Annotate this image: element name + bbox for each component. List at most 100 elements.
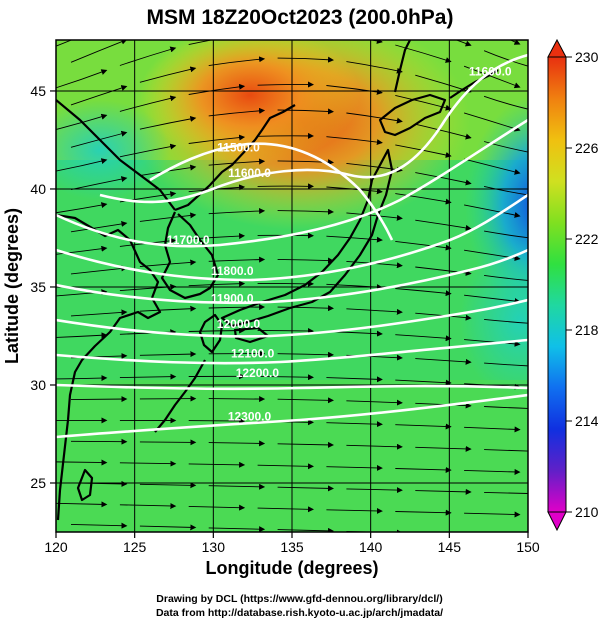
contour-label: 12300.0 (228, 409, 272, 423)
geopotential-contour (56, 338, 528, 365)
streamline (395, 44, 452, 63)
colorbar-bottom-arrow (547, 511, 567, 532)
streamline (326, 283, 383, 291)
streamline (208, 256, 266, 263)
x-tick-label: 125 (123, 539, 147, 555)
map-title: MSM 18Z20Oct2023 (200.0hPa) (147, 6, 454, 29)
cool-air-west (56, 100, 170, 200)
streamline (277, 159, 334, 166)
streamline (277, 257, 334, 264)
streamline (483, 95, 528, 110)
streamline (415, 123, 472, 140)
streamline (277, 441, 334, 448)
colorbar-ticks: 230 226 222 218 214 210 (566, 49, 599, 520)
x-tick-label: 135 (280, 539, 304, 555)
colorbar-bar (547, 56, 567, 513)
x-tick-label: 145 (438, 539, 462, 555)
streamline (415, 358, 472, 365)
streamline (188, 280, 246, 287)
streamline (139, 482, 197, 489)
streamline (277, 351, 334, 358)
streamline (395, 509, 452, 516)
streamline (415, 445, 472, 452)
x-axis-ticks: 120 125 130 135 140 145 150 (44, 532, 540, 555)
streamline (415, 74, 472, 94)
streamline (70, 522, 128, 529)
streamline (395, 94, 452, 111)
streamline (70, 40, 128, 63)
streamline (464, 426, 521, 433)
coastline-taiwan (76, 468, 94, 502)
streamline (119, 95, 177, 112)
streamline (509, 40, 521, 45)
streamline (139, 259, 197, 268)
streamline (119, 460, 177, 467)
x-axis-label: Longitude (degrees) (205, 558, 378, 578)
streamline (484, 449, 528, 452)
streamline (208, 396, 266, 403)
colorbar-tick-label: 214 (575, 413, 599, 429)
geopotential-contour (56, 193, 528, 282)
contour-label: 11600.0 (228, 166, 271, 180)
contour-label: 12200.0 (236, 366, 280, 380)
streamline (326, 507, 383, 514)
colorbar-tick-label: 222 (575, 231, 599, 247)
streamline (139, 212, 197, 222)
streamline (257, 328, 314, 335)
streamline (395, 288, 452, 297)
x-tick-label: 150 (516, 539, 540, 555)
streamline (326, 235, 383, 243)
wind-streamlines (56, 40, 539, 536)
contour-labels: 11500.0 11600.0 11600.0 11700.0 11800.0 11900… (167, 64, 512, 423)
streamline (484, 491, 528, 494)
geopotential-contour (56, 298, 528, 338)
streamline (277, 397, 334, 404)
contour-label: 11600.0 (469, 64, 512, 78)
streamline (56, 113, 108, 130)
streamline (139, 305, 197, 312)
y-tick-label: 25 (30, 475, 46, 491)
contour-label: 12000.0 (217, 317, 261, 331)
geopotential-contour (56, 393, 528, 439)
streamline (326, 464, 383, 471)
streamline (257, 81, 314, 88)
streamline (208, 107, 266, 117)
streamline (464, 468, 521, 475)
streamline (188, 327, 246, 334)
streamline (277, 485, 334, 492)
streamline (56, 501, 108, 508)
streamline (463, 158, 521, 175)
streamline (395, 466, 452, 473)
streamline (395, 334, 452, 342)
streamline (483, 141, 528, 153)
streamline (326, 85, 383, 95)
streamline (139, 439, 197, 446)
streamline (346, 399, 403, 406)
streamline (257, 374, 314, 381)
streamline (119, 283, 177, 292)
streamline (70, 480, 128, 487)
credit-data: Data from http://database.rish.kyoto-u.a… (155, 607, 444, 619)
streamline (484, 535, 539, 536)
streamline (56, 375, 108, 382)
y-tick-label: 35 (30, 279, 46, 295)
streamline (188, 40, 214, 46)
streamline (139, 66, 197, 83)
streamline (346, 487, 403, 494)
streamline (415, 266, 472, 276)
coastline-sakhalin (393, 40, 411, 93)
y-tick-label: 40 (30, 181, 46, 197)
streamline (188, 233, 246, 240)
streamline (56, 202, 108, 214)
streamline (346, 308, 403, 315)
coastline-hokkaido (378, 93, 447, 137)
streamline (395, 240, 452, 251)
streamline (119, 502, 177, 509)
credit-drawing: Drawing by DCL (https://www.gfd-dennou.o… (156, 593, 443, 605)
streamline (188, 184, 246, 193)
y-axis-ticks: 25 30 35 40 45 (30, 83, 56, 491)
coastline-kurils (449, 69, 499, 99)
colorbar-tick-label: 230 (575, 49, 599, 65)
geopotential-contour (56, 248, 528, 305)
streamline (346, 61, 403, 74)
